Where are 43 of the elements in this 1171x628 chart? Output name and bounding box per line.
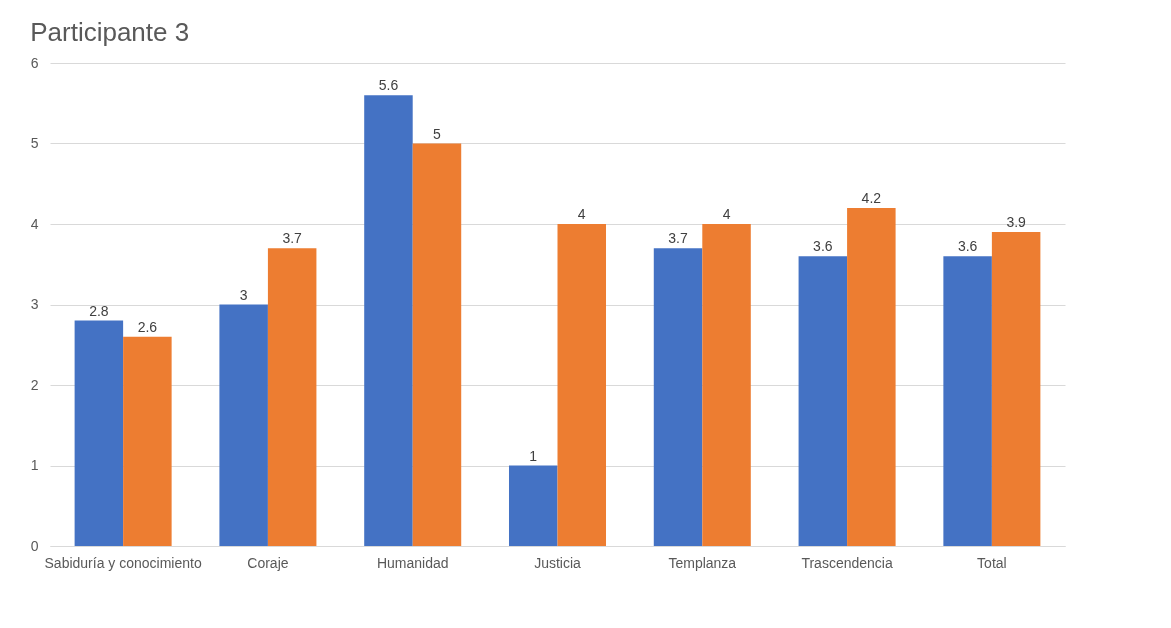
data-label: 3.7 bbox=[282, 230, 303, 247]
data-label: 3.6 bbox=[957, 238, 978, 255]
y-tick-label: 1 bbox=[30, 457, 39, 473]
data-label: 2.6 bbox=[137, 318, 158, 335]
bar bbox=[412, 143, 462, 546]
y-tick-label: 4 bbox=[30, 215, 39, 232]
data-label: 3.6 bbox=[813, 238, 833, 255]
bar bbox=[991, 232, 1041, 546]
y-tick-label: 6 bbox=[30, 54, 39, 71]
x-tick-label: Justicia bbox=[534, 554, 582, 571]
bar bbox=[943, 256, 992, 546]
y-tick-label: 5 bbox=[30, 135, 39, 151]
bar bbox=[74, 320, 124, 546]
x-tick-label: Coraje bbox=[247, 554, 289, 571]
bar bbox=[702, 224, 751, 546]
bar bbox=[508, 465, 558, 546]
y-tick-label: 3 bbox=[30, 296, 39, 312]
data-label: 5.6 bbox=[378, 77, 399, 94]
x-tick-label: Trascendencia bbox=[801, 554, 893, 571]
chart-title: Participante 3 bbox=[30, 17, 190, 47]
bar bbox=[219, 304, 268, 546]
bar bbox=[557, 224, 607, 546]
x-tick-label: Templanza bbox=[668, 554, 737, 571]
data-label: 4.2 bbox=[861, 189, 882, 206]
data-label: 1 bbox=[529, 447, 538, 464]
x-tick-label: Total bbox=[977, 554, 1007, 571]
bar bbox=[653, 248, 703, 546]
x-tick-label: Humanidad bbox=[376, 554, 449, 571]
y-tick-label: 2 bbox=[30, 376, 39, 393]
y-tick-label: 0 bbox=[30, 537, 39, 554]
data-label: 5 bbox=[433, 125, 442, 142]
data-label: 2.8 bbox=[89, 302, 109, 319]
bar bbox=[798, 256, 848, 546]
data-label: 3 bbox=[239, 286, 248, 303]
data-label: 4 bbox=[577, 206, 586, 222]
x-tick-label: Sabiduría y conocimiento bbox=[44, 554, 202, 571]
data-label: 4 bbox=[722, 206, 731, 222]
bar bbox=[267, 248, 317, 546]
data-label: 3.7 bbox=[668, 230, 688, 247]
bar bbox=[123, 336, 172, 546]
bar bbox=[364, 95, 413, 546]
bar bbox=[847, 207, 896, 546]
data-label: 3.9 bbox=[1006, 214, 1027, 231]
